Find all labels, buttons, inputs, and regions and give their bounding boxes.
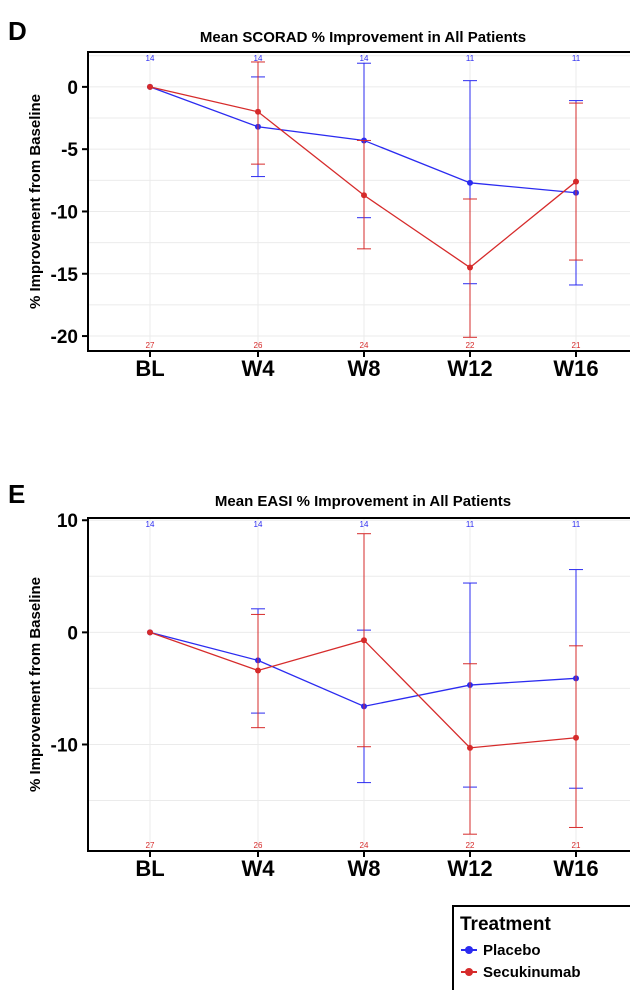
panel-d-ytick-label-0: 0	[67, 78, 78, 99]
panel-d-ytick-label-4: -20	[51, 327, 78, 348]
panel-d: D Mean SCORAD % Improvement in All Patien…	[8, 16, 630, 381]
panel-e-letter: E	[8, 479, 25, 509]
panel-e-placebo-line	[149, 631, 577, 708]
legend-label-0: Placebo	[483, 942, 541, 959]
panel-d-xtick-label-0: BL	[135, 356, 164, 381]
panel-e-ytick-label-0: 10	[57, 511, 78, 532]
panel-e-xtick-label-3: W12	[447, 856, 492, 881]
panel-e-secukinumab-point-0	[147, 629, 153, 636]
panel-d-placebo-point-3	[467, 179, 473, 186]
panel-e-secukinumab-count-2: 24	[360, 841, 369, 850]
panel-e-xtick-label-0: BL	[135, 856, 164, 881]
panel-e-plot-frame	[87, 517, 630, 852]
panel-d-secukinumab-count-2: 24	[360, 341, 369, 350]
panel-d-xtick-label-4: W16	[553, 356, 598, 381]
panel-e-secukinumab-count-0: 27	[146, 841, 155, 850]
panel-d-secukinumab-point-2	[361, 192, 367, 199]
panel-d-xtick-label-3: W12	[447, 356, 492, 381]
panel-d-placebo-count-3: 11	[466, 54, 475, 63]
panel-e-ytick-label-2: -10	[51, 735, 78, 756]
panel-d-secukinumab-count-3: 22	[466, 341, 475, 350]
panel-e-secukinumab-line	[149, 631, 577, 749]
panel-d-placebo-count-4: 11	[572, 54, 581, 63]
panel-d-secukinumab-point-3	[467, 264, 473, 271]
panel-e-y-axis-label: % Improvement from Baseline	[27, 577, 44, 792]
panel-d-secukinumab-count-1: 26	[254, 341, 263, 350]
panel-e-placebo-count-3: 11	[466, 520, 475, 529]
panel-d-xtick-label-1: W4	[242, 356, 276, 381]
panel-d-xtick-label-2: W8	[348, 356, 381, 381]
panel-d-secukinumab-count-0: 27	[146, 341, 155, 350]
panel-e: E Mean EASI % Improvement in All Patients…	[8, 479, 630, 881]
legend: Treatment Placebo Secukinumab	[452, 905, 630, 990]
legend-label-1: Secukinumab	[483, 964, 581, 981]
panel-e-secukinumab-point-2	[361, 637, 367, 644]
panel-e-xtick-label-4: W16	[553, 856, 598, 881]
panel-d-placebo-count-2: 14	[360, 54, 369, 63]
panel-d-secukinumab-point-4	[573, 178, 579, 185]
panel-d-ytick-label-3: -15	[51, 265, 79, 286]
legend-title: Treatment	[460, 914, 551, 935]
legend-marker-1	[465, 968, 473, 976]
panel-d-letter: D	[8, 16, 27, 46]
panel-e-placebo-count-0: 14	[146, 520, 155, 529]
legend-marker-0	[465, 946, 473, 954]
panel-e-secukinumab-count-3: 22	[466, 841, 475, 850]
panel-e-secukinumab-count-4: 21	[572, 841, 581, 850]
panel-e-xtick-label-1: W4	[242, 856, 276, 881]
panel-d-y-axis-label: % Improvement from Baseline	[27, 94, 44, 309]
panel-d-secukinumab-line	[149, 86, 577, 269]
panel-d-secukinumab-count-4: 21	[572, 341, 581, 350]
panel-d-placebo-count-1: 14	[254, 54, 263, 63]
panel-e-placebo-count-1: 14	[254, 520, 263, 529]
legend-box	[452, 905, 630, 990]
panel-d-placebo-count-0: 14	[146, 54, 155, 63]
panel-e-secukinumab-point-4	[573, 734, 579, 741]
panel-e-ytick-label-1: 0	[67, 623, 78, 644]
panel-e-xtick-label-2: W8	[348, 856, 381, 881]
panel-e-title: Mean EASI % Improvement in All Patients	[215, 493, 511, 510]
panel-d-title: Mean SCORAD % Improvement in All Patient…	[200, 29, 526, 46]
panel-e-secukinumab-count-1: 26	[254, 841, 263, 850]
panel-d-secukinumab-point-1	[255, 108, 261, 115]
panel-d-secukinumab-point-0	[147, 83, 153, 90]
panel-e-placebo-count-4: 11	[572, 520, 581, 529]
panel-e-placebo-count-2: 14	[360, 520, 369, 529]
panel-d-plot-frame	[87, 51, 630, 352]
panel-e-secukinumab-point-3	[467, 744, 473, 751]
panel-d-ytick-label-2: -10	[51, 202, 78, 223]
panel-d-ytick-label-1: -5	[61, 140, 78, 161]
panel-e-secukinumab-point-1	[255, 667, 261, 674]
